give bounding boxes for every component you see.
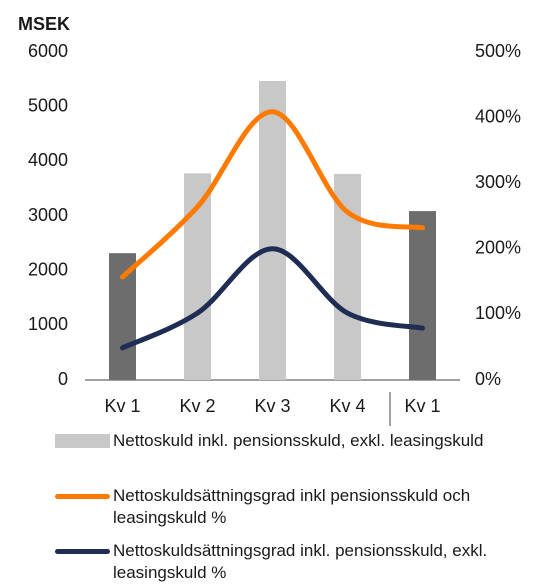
y-tick-label: 3000 (28, 205, 68, 225)
x-tick-label: Kv 2 (179, 396, 215, 416)
x-tick-label: Kv 1 (404, 396, 440, 416)
y-tick-label: 1000 (28, 314, 68, 334)
bar (109, 253, 136, 380)
line (120, 246, 425, 351)
y-tick-label: 2000 (28, 259, 68, 279)
y2-tick-label: 0% (475, 369, 501, 389)
legend-item: Nettoskuldsättningsgrad inkl pensionssku… (55, 485, 535, 529)
bar (259, 80, 286, 381)
bar (409, 211, 436, 380)
y-tick-label: 6000 (28, 41, 68, 61)
y-axis-label: MSEK (18, 14, 70, 34)
legend-swatch (55, 494, 110, 499)
y2-tick-label: 200% (475, 238, 521, 258)
legend-label: Nettoskuld inkl. pensionsskuld, exkl. le… (113, 431, 484, 450)
legend-label: Nettoskuldsättningsgrad inkl pensionssku… (113, 486, 471, 527)
y2-tick-label: 100% (475, 303, 521, 323)
y2-tick-label: 500% (475, 41, 521, 61)
x-tick-label: Kv 4 (329, 396, 365, 416)
y2-tick-label: 300% (475, 172, 521, 192)
y-tick-label: 4000 (28, 150, 68, 170)
legend-item: Nettoskuld inkl. pensionsskuld, exkl. le… (55, 430, 535, 452)
y-tick-label: 0 (58, 369, 68, 389)
legend-swatch (55, 549, 110, 554)
chart: MSEK 0 1000 2000 3000 4000 5000 6000 0% 100% 200%… (18, 14, 521, 426)
x-tick-label: Kv 1 (104, 396, 140, 416)
legend-item: Nettoskuldsättningsgrad inkl. pensionssk… (55, 540, 535, 584)
bar (334, 173, 361, 380)
y-tick-label: 5000 (28, 95, 68, 115)
legend-swatch (55, 434, 110, 448)
x-tick-label: Kv 3 (254, 396, 290, 416)
legend-label: Nettoskuldsättningsgrad inkl. pensionssk… (113, 541, 488, 582)
line (120, 109, 425, 280)
y2-tick-label: 400% (475, 106, 521, 126)
